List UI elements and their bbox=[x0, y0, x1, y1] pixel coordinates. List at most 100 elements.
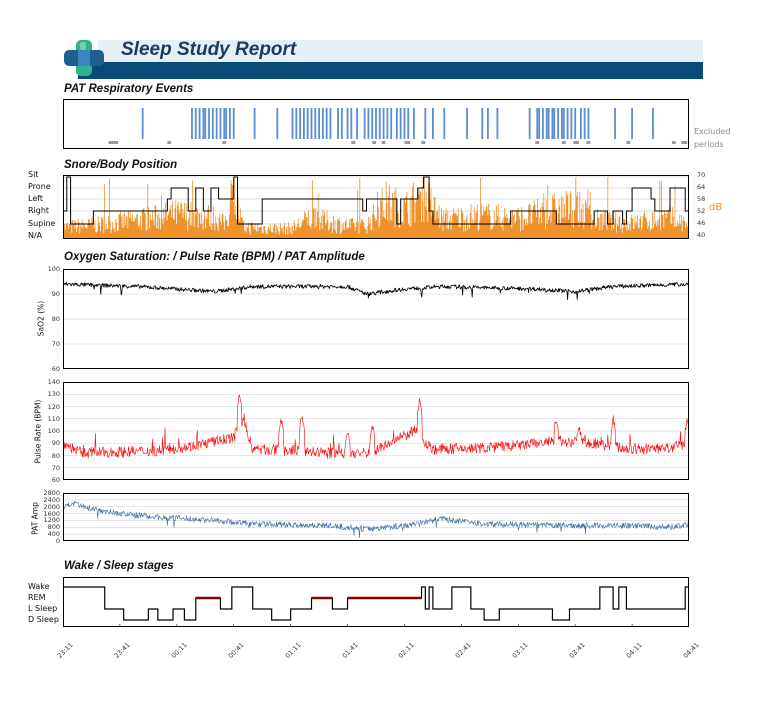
event-bar bbox=[413, 108, 415, 139]
pulse-series bbox=[63, 394, 689, 459]
snore-position-chart bbox=[63, 175, 689, 239]
event-bar bbox=[496, 108, 499, 139]
event-bar bbox=[574, 108, 577, 139]
event-bar bbox=[587, 108, 590, 139]
panel-frame bbox=[63, 577, 689, 627]
pulse-tick-label: 140 bbox=[47, 378, 60, 386]
sleep-stages-chart bbox=[63, 577, 689, 627]
header-banner bbox=[78, 62, 703, 79]
spo2-tick-label: 70 bbox=[51, 340, 60, 348]
event-bar bbox=[378, 108, 381, 139]
pat-amplitude-chart bbox=[63, 493, 689, 541]
medical-cross-logo-icon bbox=[64, 40, 104, 76]
panel-frame bbox=[63, 493, 689, 541]
pulse-tick-label: 90 bbox=[51, 439, 60, 448]
event-bar bbox=[306, 108, 309, 139]
event-bar bbox=[314, 108, 317, 139]
stage-label-d-sleep: D Sleep bbox=[28, 615, 59, 624]
event-bar bbox=[481, 108, 484, 139]
event-bar bbox=[215, 108, 218, 139]
excluded-period-mark bbox=[586, 141, 591, 144]
pat-series bbox=[63, 500, 689, 538]
excluded-period-mark bbox=[626, 141, 631, 144]
respiratory-events-chart bbox=[63, 99, 689, 149]
event-bar bbox=[202, 108, 205, 139]
event-bar bbox=[538, 108, 541, 139]
pulse-tick-label: 80 bbox=[51, 451, 60, 460]
pat-tick-label: 800 bbox=[47, 523, 60, 532]
pulse-rate-chart bbox=[63, 382, 689, 480]
db-tick-label: 52 bbox=[697, 207, 706, 215]
position-label-na: N/A bbox=[28, 231, 43, 240]
panel-frame bbox=[63, 382, 689, 480]
time-axis-label: 03:11 bbox=[511, 641, 530, 660]
position-label-left: Left bbox=[28, 194, 44, 203]
excluded-period-mark bbox=[573, 141, 579, 144]
event-bar bbox=[141, 108, 144, 139]
event-bar bbox=[545, 108, 548, 139]
event-bar bbox=[382, 108, 385, 139]
position-label-prone: Prone bbox=[28, 182, 51, 191]
event-bar bbox=[208, 108, 210, 139]
event-bar bbox=[386, 108, 389, 139]
spo2-tick-label: 80 bbox=[51, 315, 60, 323]
excluded-period-mark bbox=[561, 141, 566, 144]
excluded-period-mark bbox=[351, 141, 356, 144]
event-bar bbox=[229, 108, 231, 139]
stage-label-l-sleep: L Sleep bbox=[28, 604, 58, 613]
event-bar bbox=[295, 108, 298, 139]
pat-tick-label: 2000 bbox=[43, 502, 60, 511]
pulse-tick-label: 70 bbox=[51, 463, 60, 472]
excluded-period-mark bbox=[222, 141, 227, 144]
event-bar bbox=[276, 108, 279, 139]
event-bar bbox=[356, 108, 358, 139]
event-bar bbox=[562, 108, 565, 139]
excluded-period-mark bbox=[167, 141, 172, 144]
stage-label-rem: REM bbox=[28, 593, 46, 602]
spo2-tick-label: 100 bbox=[47, 265, 60, 273]
event-bar bbox=[194, 108, 197, 139]
time-axis-label: 00:41 bbox=[226, 641, 246, 660]
oxygen-section-title: Oxygen Saturation: / Pulse Rate (BPM) / … bbox=[64, 251, 365, 263]
db-tick-label: 58 bbox=[697, 195, 706, 203]
pulse-tick-label: 110 bbox=[47, 414, 60, 423]
pat-tick-label: 2400 bbox=[43, 495, 60, 504]
excluded-period-mark bbox=[404, 141, 411, 144]
event-bar bbox=[566, 108, 569, 139]
pulse-tick-label: 60 bbox=[51, 476, 60, 484]
time-axis-label: 23:11 bbox=[55, 641, 75, 660]
sleep-stage-series bbox=[63, 586, 689, 621]
event-bar bbox=[337, 108, 339, 139]
respiratory-events-title: PAT Respiratory Events bbox=[64, 83, 194, 95]
excluded-period-mark bbox=[421, 141, 426, 144]
event-bar bbox=[318, 108, 320, 139]
event-bar bbox=[583, 108, 586, 139]
position-label-sit: Sit bbox=[28, 170, 39, 179]
pulse-tick-label: 130 bbox=[47, 390, 60, 399]
event-bar bbox=[395, 108, 398, 139]
excluded-period-mark bbox=[381, 141, 386, 144]
event-bar bbox=[466, 108, 468, 139]
db-tick-label: 40 bbox=[697, 231, 706, 239]
time-axis-label: 03:41 bbox=[567, 641, 587, 660]
event-bar bbox=[542, 108, 544, 139]
db-tick-label: 64 bbox=[697, 183, 706, 191]
event-bar bbox=[204, 108, 207, 139]
event-bar bbox=[536, 108, 539, 139]
db-unit-label: dB bbox=[709, 202, 723, 213]
event-bar bbox=[631, 108, 633, 139]
panel-frame bbox=[63, 269, 689, 369]
header-banner-light bbox=[98, 40, 703, 62]
excluded-periods-label-2: periods bbox=[694, 140, 724, 149]
event-bar bbox=[299, 108, 302, 139]
position-label-right: Right bbox=[28, 206, 50, 215]
event-bar bbox=[390, 108, 393, 139]
event-bar bbox=[443, 108, 446, 139]
event-bar bbox=[211, 108, 214, 139]
event-bar bbox=[407, 108, 410, 139]
db-tick-label: 70 bbox=[697, 171, 706, 179]
event-bar bbox=[223, 108, 226, 139]
event-bar bbox=[403, 108, 406, 139]
spo2-tick-label: 60 bbox=[51, 365, 60, 373]
event-bar bbox=[614, 108, 616, 139]
